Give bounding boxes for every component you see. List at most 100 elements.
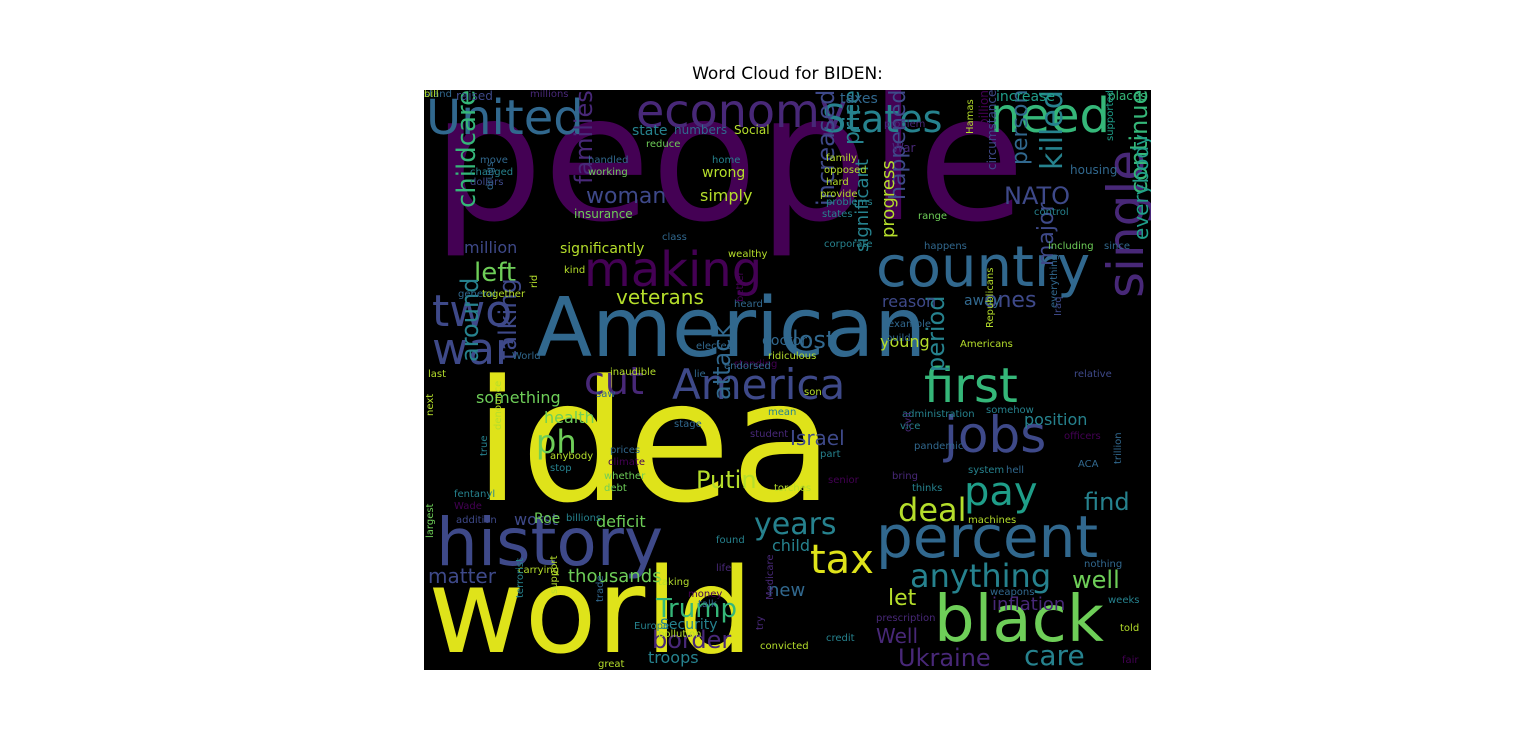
word-cloud-word: reason — [882, 292, 937, 311]
word-cloud-word: talk — [698, 599, 717, 610]
word-cloud-word: supported — [1105, 90, 1116, 141]
word-cloud-word: Well — [876, 624, 919, 648]
word-cloud-word: home — [712, 155, 741, 166]
word-cloud-word: problem — [884, 119, 926, 130]
word-cloud-word: saw — [596, 389, 616, 400]
word-cloud-word: true — [479, 435, 490, 456]
word-cloud-word: hell — [1006, 465, 1025, 476]
word-cloud-word: Putin — [696, 466, 757, 494]
word-cloud-word: credit — [826, 633, 855, 644]
word-cloud-word: increase — [996, 90, 1056, 105]
word-cloud-word: found — [716, 535, 745, 546]
word-cloud-word: deficit — [596, 512, 646, 531]
word-cloud-word: support — [549, 555, 560, 594]
word-cloud-word: pollution — [658, 629, 702, 640]
word-cloud-word: system — [968, 465, 1005, 476]
word-cloud-word: trillion — [1113, 432, 1124, 464]
word-cloud-word: Hamas — [965, 99, 976, 134]
word-cloud-word: worst — [514, 510, 559, 529]
word-cloud-word: machines — [968, 515, 1017, 526]
word-cloud-word: position — [1024, 410, 1088, 429]
word-cloud-word: making — [584, 242, 763, 298]
word-cloud-word: weapons — [990, 587, 1035, 598]
word-cloud-word: young — [880, 332, 930, 351]
word-cloud-word: son — [804, 387, 822, 398]
word-cloud-word: taxes — [840, 91, 878, 107]
word-cloud-word: kind — [564, 265, 586, 276]
word-cloud-word: history — [436, 504, 664, 581]
word-cloud-word: ridiculous — [768, 351, 817, 362]
word-cloud-word: well — [1072, 566, 1120, 594]
word-cloud-word: family — [826, 153, 857, 164]
word-cloud-word: addition — [456, 515, 497, 526]
word-cloud-word: civil — [903, 412, 914, 432]
word-cloud-word: mean — [768, 407, 797, 418]
word-cloud-word: veterans — [616, 285, 704, 309]
word-cloud-word: find — [1084, 488, 1130, 516]
word-cloud-word: idea — [474, 344, 834, 540]
word-cloud-word: ph — [536, 423, 577, 461]
word-cloud-word: Ukraine — [898, 644, 991, 670]
word-cloud-word: senior — [828, 475, 859, 486]
word-cloud-word: circumstance — [985, 90, 999, 170]
word-cloud-word: class — [662, 232, 687, 243]
word-cloud-word: example — [888, 319, 932, 330]
word-cloud-word: away — [964, 293, 1001, 309]
word-cloud-word: terrorist — [515, 557, 526, 598]
word-cloud-word: taking — [658, 577, 690, 588]
word-cloud-word: climate — [608, 457, 645, 468]
word-cloud-word: country — [876, 235, 1091, 300]
word-cloud-word: pandemic — [914, 441, 964, 452]
word-cloud-word: better — [735, 271, 746, 302]
word-cloud-word: happens — [924, 241, 967, 252]
word-cloud-word: simply — [700, 186, 753, 205]
word-cloud-word: care — [1024, 639, 1085, 670]
word-cloud-word: anything — [910, 557, 1052, 595]
word-cloud-word: pay — [964, 469, 1038, 515]
word-cloud-word: Europe — [634, 621, 670, 632]
word-cloud-word: heard — [734, 299, 763, 310]
word-cloud-word: weeks — [1108, 595, 1140, 606]
word-cloud-word: United — [426, 90, 584, 146]
word-cloud-word: since — [1104, 241, 1130, 252]
word-cloud-word: wealthy — [728, 249, 768, 260]
word-cloud-word: Security — [660, 617, 718, 633]
word-cloud-word: places — [1108, 90, 1147, 103]
word-cloud-word: Wade — [454, 501, 482, 512]
word-cloud-word: elected — [696, 341, 734, 352]
word-cloud-word: bring — [892, 471, 918, 482]
word-cloud-word: something — [476, 388, 561, 407]
word-cloud-word: States — [822, 97, 943, 141]
word-cloud-word: Trump — [656, 594, 738, 624]
word-cloud-word: administration — [902, 409, 975, 420]
word-cloud-word: economy — [636, 90, 848, 138]
word-cloud-word: relative — [1074, 369, 1112, 380]
word-cloud-word: health — [544, 408, 595, 427]
word-cloud-word: somehow — [986, 405, 1034, 416]
word-cloud-word: jobs — [944, 406, 1047, 464]
word-cloud-word: War — [892, 141, 916, 155]
word-cloud-word: everybody — [1129, 134, 1151, 240]
word-cloud-word: range — [918, 211, 948, 222]
word-cloud-word: part — [820, 449, 841, 460]
word-cloud-word: debt — [604, 483, 627, 494]
word-cloud-word: Social — [734, 123, 770, 137]
word-cloud-word: need — [990, 90, 1110, 144]
word-cloud-word: raised — [456, 90, 493, 103]
word-cloud-word: problems — [826, 197, 873, 208]
word-cloud-word: convicted — [760, 641, 809, 652]
word-cloud-word: officers — [1064, 431, 1101, 442]
word-cloud-word: let — [888, 586, 917, 611]
word-cloud-word: move — [480, 155, 508, 166]
word-cloud-word: try — [755, 616, 766, 630]
word-cloud-word: war — [432, 324, 514, 375]
word-cloud-word: years — [754, 507, 837, 542]
word-cloud-word: percent — [876, 503, 1099, 571]
word-cloud-word: endorsed — [724, 361, 771, 372]
word-cloud-word: next — [425, 393, 436, 416]
word-cloud-word: thousands — [568, 566, 662, 587]
word-cloud-word: changed — [470, 167, 514, 178]
word-cloud-word: childcare — [452, 90, 482, 208]
chart-title: Word Cloud for BIDEN: — [692, 64, 883, 84]
word-cloud-word: prescription — [876, 613, 936, 624]
